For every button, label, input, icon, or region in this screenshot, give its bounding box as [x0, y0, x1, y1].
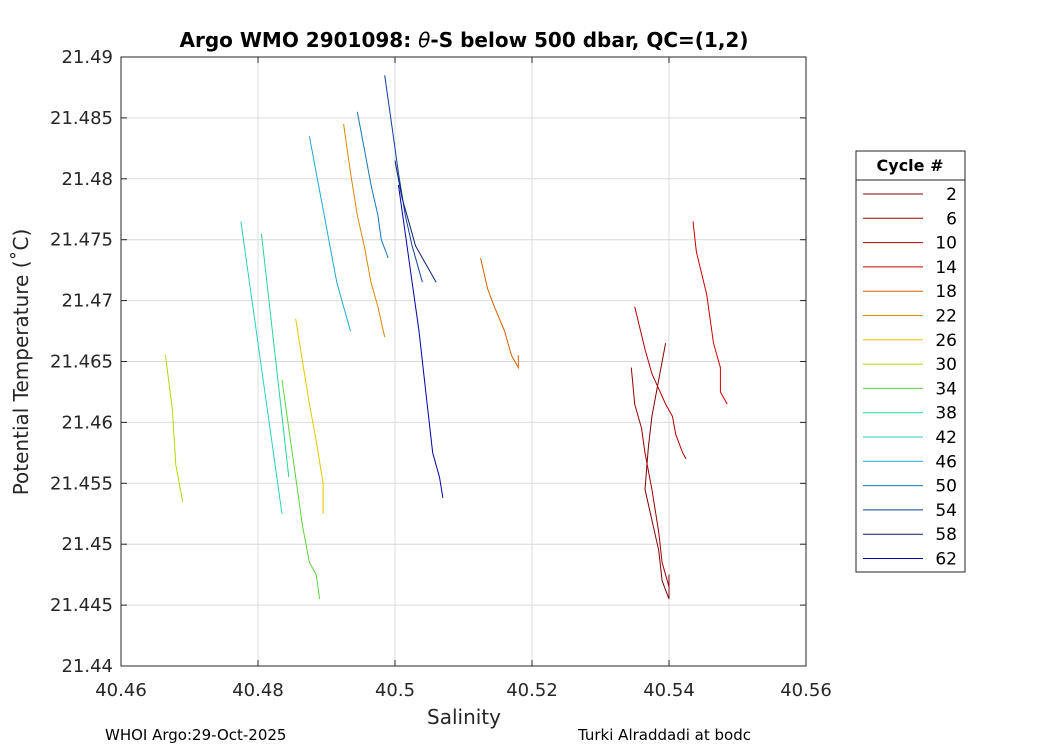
legend-label-6: 6: [946, 209, 957, 229]
legend-label-42: 42: [935, 428, 957, 448]
legend-label-46: 46: [935, 452, 957, 472]
series-line-cycle-30: [165, 355, 184, 502]
legend-label-50: 50: [935, 477, 957, 497]
series-line-cycle-38: [260, 233, 290, 478]
legend-label-38: 38: [935, 404, 957, 424]
legend-label-14: 14: [935, 258, 957, 278]
legend-box: [855, 150, 966, 573]
legend-label-58: 58: [935, 525, 957, 545]
series-line-cycle-62: [397, 184, 444, 498]
grid-layer: [120, 56, 807, 667]
title-theta: θ: [418, 28, 430, 52]
x-tick-label: 40.48: [232, 680, 284, 701]
series-layer: [165, 75, 728, 600]
legend-title: Cycle #: [877, 156, 944, 175]
series-line-cycle-22: [343, 123, 386, 338]
x-ticks: 40.46 40.48 40.5 40.52 40.54 40.56: [95, 57, 832, 701]
y-tick-label: 21.465: [50, 352, 113, 373]
x-tick-label: 40.5: [375, 680, 415, 701]
x-tick-label: 40.54: [643, 680, 695, 701]
series-line-cycle-6: [630, 367, 670, 587]
series-line-cycle-34: [281, 379, 321, 600]
y-tick-label: 21.46: [61, 412, 113, 433]
title-prefix: Argo WMO 2901098:: [180, 28, 419, 52]
footer-source: WHOI Argo:29-Oct-2025: [105, 726, 287, 744]
series-line-cycle-26: [295, 318, 324, 514]
y-tick-label: 21.44: [61, 656, 113, 677]
legend-label-18: 18: [935, 282, 957, 302]
title-suffix: -S below 500 dbar, QC=(1,2): [430, 28, 748, 52]
legend-label-34: 34: [935, 379, 957, 399]
legend-label-2: 2: [946, 185, 957, 205]
x-tick-label: 40.56: [780, 680, 832, 701]
legend-label-10: 10: [935, 234, 957, 254]
footer-credit: Turki Alraddadi at bodc: [578, 726, 751, 744]
y-tick-label: 21.445: [50, 595, 113, 616]
x-axis-label: Salinity: [427, 705, 501, 729]
legend-label-54: 54: [935, 501, 957, 521]
legend-label-62: 62: [935, 550, 957, 570]
chart-title: Argo WMO 2901098: θ-S below 500 dbar, QC…: [180, 28, 749, 52]
x-tick-label: 40.52: [506, 680, 558, 701]
series-line-cycle-50: [356, 111, 389, 259]
y-tick-label: 21.45: [61, 534, 113, 555]
series-line-cycle-42: [240, 221, 283, 514]
y-tick-label: 21.49: [61, 47, 113, 68]
series-line-cycle-46: [308, 136, 351, 332]
series-line-cycle-14: [692, 221, 728, 405]
y-tick-label: 21.475: [50, 230, 113, 251]
y-tick-label: 21.485: [50, 108, 113, 129]
legend-label-26: 26: [935, 331, 957, 351]
series-line-cycle-58: [394, 160, 437, 283]
series-line-cycle-10: [634, 306, 687, 460]
y-axis-label: Potential Temperature (˚C): [9, 229, 33, 496]
series-line-cycle-2: [644, 343, 670, 600]
x-tick-label: 40.46: [95, 680, 147, 701]
y-ticks: 21.44 21.445 21.45 21.455 21.46 21.465 21.47 21…: [50, 47, 806, 677]
y-tick-label: 21.455: [50, 473, 113, 494]
series-line-cycle-54: [384, 75, 423, 283]
legend-label-22: 22: [935, 307, 957, 327]
legend-label-30: 30: [935, 355, 957, 375]
series-line-cycle-18: [480, 257, 519, 370]
y-tick-label: 21.48: [61, 169, 113, 190]
y-tick-label: 21.47: [61, 291, 113, 312]
